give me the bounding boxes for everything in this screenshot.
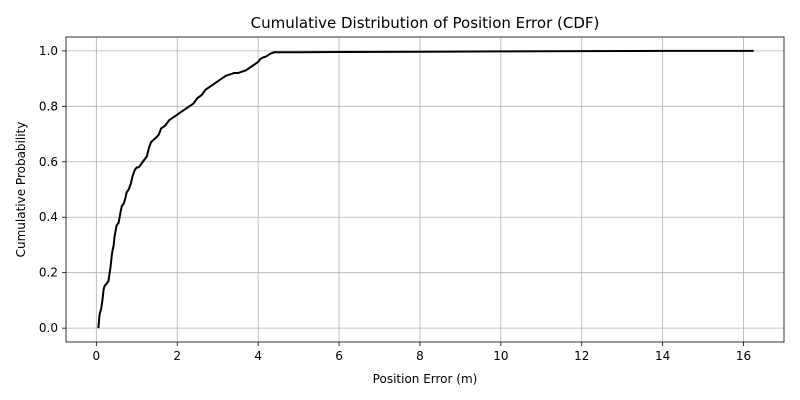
x-tick-label: 10 (493, 349, 508, 363)
x-tick-label: 14 (655, 349, 670, 363)
x-tick-label: 6 (335, 349, 343, 363)
series-layer (97, 49, 754, 329)
y-tick-label: 0.4 (39, 210, 58, 224)
x-tick-label: 8 (416, 349, 424, 363)
x-tick-label: 4 (254, 349, 262, 363)
y-tick-label: 1.0 (39, 44, 58, 58)
cdf-line (97, 49, 754, 329)
plot-frame (65, 36, 785, 343)
chart-title: Cumulative Distribution of Position Erro… (251, 14, 600, 32)
x-axis-ticks: 0 2 4 6 8 10 12 14 16 (93, 342, 751, 363)
y-tick-label: 0.6 (39, 155, 58, 169)
y-tick-label: 0.0 (39, 321, 58, 335)
x-tick-label: 0 (93, 349, 101, 363)
x-tick-label: 16 (736, 349, 751, 363)
x-axis-label: Position Error (m) (373, 372, 478, 386)
grid (66, 37, 784, 342)
y-axis-ticks: 0.0 0.2 0.4 0.6 0.8 1.0 (39, 44, 66, 335)
y-tick-label: 0.2 (39, 266, 58, 280)
y-axis-label: Cumulative Probability (14, 122, 28, 258)
y-tick-label: 0.8 (39, 99, 58, 113)
x-tick-label: 12 (574, 349, 589, 363)
x-tick-label: 2 (173, 349, 181, 363)
